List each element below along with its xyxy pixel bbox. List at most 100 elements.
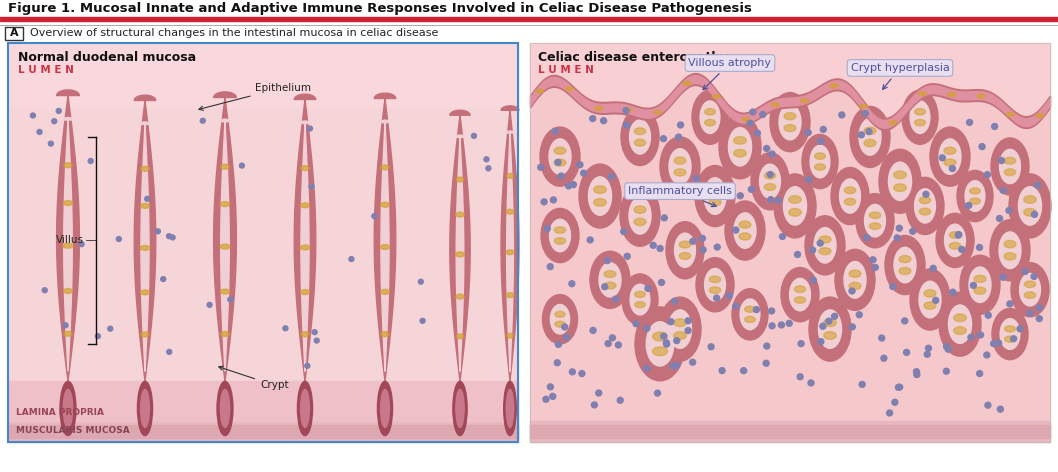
- Circle shape: [617, 397, 623, 403]
- Circle shape: [590, 328, 596, 333]
- Circle shape: [940, 155, 945, 161]
- Circle shape: [985, 312, 991, 318]
- Circle shape: [661, 215, 668, 221]
- Ellipse shape: [507, 333, 513, 338]
- Circle shape: [805, 129, 811, 135]
- Ellipse shape: [540, 127, 580, 186]
- Bar: [530, 43, 1050, 442]
- Ellipse shape: [1019, 187, 1041, 225]
- Ellipse shape: [549, 219, 570, 252]
- Circle shape: [484, 157, 489, 162]
- Circle shape: [569, 369, 576, 375]
- Ellipse shape: [507, 389, 514, 428]
- Ellipse shape: [635, 291, 645, 297]
- Circle shape: [601, 118, 606, 124]
- Circle shape: [809, 247, 816, 253]
- Circle shape: [541, 199, 547, 205]
- Circle shape: [95, 334, 101, 338]
- Ellipse shape: [936, 213, 974, 268]
- Circle shape: [418, 279, 423, 284]
- Circle shape: [547, 384, 553, 390]
- Ellipse shape: [141, 389, 149, 428]
- Polygon shape: [380, 120, 389, 371]
- Circle shape: [700, 247, 706, 253]
- Circle shape: [608, 174, 615, 180]
- Ellipse shape: [1024, 292, 1036, 298]
- Circle shape: [690, 359, 696, 365]
- Ellipse shape: [940, 292, 981, 356]
- Ellipse shape: [814, 228, 836, 263]
- Ellipse shape: [771, 103, 780, 107]
- Circle shape: [808, 380, 814, 386]
- Ellipse shape: [764, 184, 776, 190]
- Circle shape: [977, 244, 983, 250]
- Ellipse shape: [1004, 253, 1016, 260]
- Circle shape: [116, 236, 122, 242]
- Circle shape: [714, 244, 720, 250]
- Circle shape: [750, 109, 755, 115]
- Ellipse shape: [683, 81, 691, 85]
- Ellipse shape: [455, 252, 464, 257]
- Circle shape: [926, 346, 931, 351]
- Ellipse shape: [944, 147, 956, 154]
- Bar: [8, 43, 518, 442]
- Ellipse shape: [221, 164, 230, 169]
- Circle shape: [806, 177, 811, 183]
- Circle shape: [769, 323, 776, 329]
- Ellipse shape: [300, 245, 310, 250]
- Circle shape: [690, 238, 696, 244]
- Circle shape: [609, 335, 616, 341]
- Ellipse shape: [604, 282, 616, 289]
- Circle shape: [581, 170, 586, 176]
- Ellipse shape: [819, 248, 831, 255]
- Circle shape: [670, 363, 676, 369]
- Circle shape: [686, 328, 691, 334]
- Circle shape: [991, 124, 998, 129]
- Ellipse shape: [659, 297, 701, 361]
- Text: Villus: Villus: [56, 236, 84, 245]
- Circle shape: [674, 362, 679, 368]
- Ellipse shape: [949, 232, 961, 238]
- Circle shape: [555, 341, 562, 347]
- Ellipse shape: [507, 293, 514, 298]
- Ellipse shape: [506, 250, 514, 255]
- Circle shape: [577, 162, 583, 168]
- Ellipse shape: [665, 222, 704, 279]
- Ellipse shape: [864, 139, 876, 147]
- Ellipse shape: [815, 164, 825, 170]
- Ellipse shape: [910, 269, 950, 330]
- Ellipse shape: [300, 166, 309, 170]
- Circle shape: [616, 342, 621, 348]
- Ellipse shape: [945, 224, 966, 257]
- Ellipse shape: [734, 213, 756, 248]
- Ellipse shape: [729, 127, 751, 166]
- Circle shape: [686, 318, 691, 324]
- Ellipse shape: [62, 243, 73, 248]
- Circle shape: [570, 182, 577, 187]
- Circle shape: [88, 159, 93, 163]
- Ellipse shape: [815, 153, 825, 160]
- Ellipse shape: [849, 270, 861, 278]
- Ellipse shape: [770, 93, 810, 152]
- Circle shape: [108, 326, 113, 331]
- Circle shape: [984, 172, 990, 177]
- Ellipse shape: [1024, 209, 1036, 216]
- Circle shape: [550, 197, 557, 203]
- Ellipse shape: [919, 197, 931, 203]
- Circle shape: [856, 312, 862, 318]
- Circle shape: [554, 360, 561, 366]
- Circle shape: [933, 297, 938, 303]
- Circle shape: [925, 351, 930, 357]
- Ellipse shape: [456, 334, 463, 339]
- Ellipse shape: [696, 258, 734, 312]
- Circle shape: [663, 341, 670, 347]
- Circle shape: [985, 402, 991, 408]
- Ellipse shape: [705, 109, 715, 115]
- Ellipse shape: [732, 289, 768, 340]
- Circle shape: [1010, 336, 1017, 342]
- Circle shape: [145, 196, 150, 201]
- Ellipse shape: [733, 136, 746, 144]
- Ellipse shape: [969, 198, 981, 204]
- Circle shape: [349, 257, 354, 261]
- Circle shape: [872, 264, 878, 270]
